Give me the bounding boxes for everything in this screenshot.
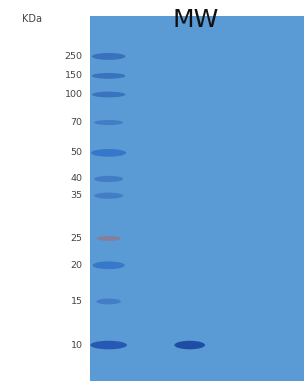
Text: KDa: KDa <box>22 14 42 24</box>
Ellipse shape <box>96 299 121 304</box>
Ellipse shape <box>94 176 123 182</box>
Ellipse shape <box>92 261 125 269</box>
Text: 15: 15 <box>71 297 83 306</box>
Text: 250: 250 <box>65 52 83 61</box>
Text: 25: 25 <box>71 234 83 243</box>
Ellipse shape <box>92 73 125 79</box>
Ellipse shape <box>90 341 127 349</box>
Ellipse shape <box>96 236 121 241</box>
Text: 40: 40 <box>71 174 83 184</box>
Ellipse shape <box>91 149 126 157</box>
FancyBboxPatch shape <box>90 16 304 381</box>
Text: 70: 70 <box>71 118 83 127</box>
Text: 50: 50 <box>71 148 83 158</box>
Text: 100: 100 <box>65 90 83 99</box>
Ellipse shape <box>174 341 205 349</box>
Ellipse shape <box>92 91 125 98</box>
Ellipse shape <box>92 53 125 60</box>
Ellipse shape <box>94 193 123 199</box>
Ellipse shape <box>94 120 123 125</box>
Text: 150: 150 <box>65 71 83 81</box>
Text: 20: 20 <box>71 261 83 270</box>
Text: MW: MW <box>173 8 219 32</box>
Text: 35: 35 <box>70 191 83 200</box>
Text: 10: 10 <box>71 340 83 350</box>
